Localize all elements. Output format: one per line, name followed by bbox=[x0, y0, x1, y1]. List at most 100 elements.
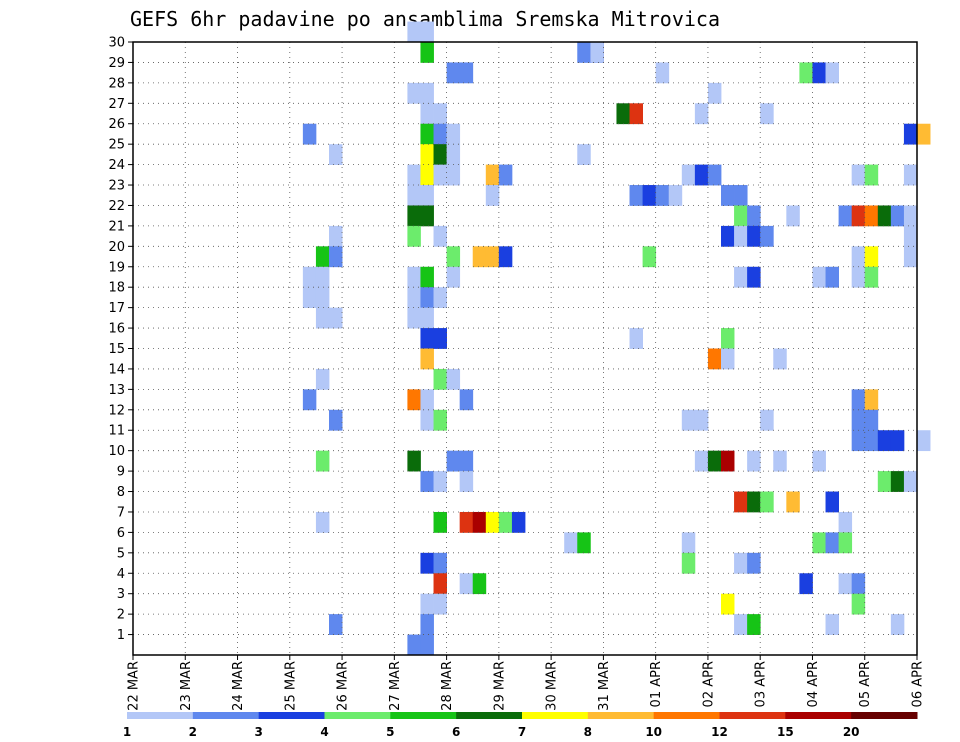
heatmap-cell bbox=[812, 62, 826, 84]
heatmap-cell bbox=[629, 103, 643, 125]
heatmap-cell bbox=[485, 164, 500, 186]
heatmap-cell bbox=[420, 164, 434, 186]
heatmap-cell bbox=[315, 307, 330, 329]
heatmap-cell bbox=[472, 511, 487, 533]
y-tick-label: 3 bbox=[117, 587, 125, 602]
heatmap-cell bbox=[407, 450, 421, 472]
heatmap-cell bbox=[747, 614, 761, 635]
heatmap-cell bbox=[616, 103, 630, 125]
heatmap-cell bbox=[420, 266, 434, 288]
x-tick-label: 26 MAR bbox=[336, 661, 351, 711]
heatmap-cell bbox=[420, 144, 434, 165]
heatmap-cell bbox=[329, 614, 343, 635]
colorbar-tick-label: 3 bbox=[254, 725, 262, 739]
heatmap-cell bbox=[498, 164, 513, 186]
heatmap-cell bbox=[681, 532, 696, 554]
heatmap-cell bbox=[642, 185, 657, 206]
y-tick-label: 7 bbox=[117, 505, 125, 520]
y-tick-label: 15 bbox=[108, 342, 125, 357]
heatmap-cell bbox=[459, 450, 474, 472]
y-tick-label: 11 bbox=[108, 424, 125, 439]
heatmap-cell bbox=[864, 409, 879, 431]
heatmap-cell bbox=[420, 287, 434, 309]
heatmap-cell bbox=[747, 491, 761, 513]
heatmap-cell bbox=[864, 164, 879, 186]
heatmap-cell bbox=[721, 348, 735, 370]
heatmap-cell bbox=[459, 511, 474, 533]
heatmap-cell bbox=[773, 348, 787, 370]
heatmap-cell bbox=[681, 552, 696, 574]
colorbar-tick-label: 15 bbox=[777, 725, 794, 739]
heatmap-cell bbox=[851, 164, 866, 186]
heatmap-cell bbox=[694, 450, 709, 472]
heatmap-cell bbox=[903, 225, 918, 247]
heatmap-cell bbox=[890, 614, 905, 635]
heatmap-cell bbox=[420, 614, 434, 635]
colorbar-swatch bbox=[851, 712, 918, 719]
colorbar-swatch bbox=[192, 712, 260, 719]
heatmap-cell bbox=[903, 123, 918, 145]
heatmap-cell bbox=[812, 450, 826, 472]
heatmap-cell bbox=[433, 103, 447, 125]
heatmap-cell bbox=[329, 307, 343, 329]
heatmap-cell bbox=[420, 593, 434, 615]
heatmap-cell bbox=[877, 471, 892, 492]
plot-frame bbox=[132, 41, 918, 656]
heatmap-cell bbox=[694, 103, 709, 125]
heatmap-cell bbox=[407, 266, 421, 288]
heatmap-cell bbox=[329, 144, 343, 165]
heatmap-cell bbox=[877, 205, 892, 227]
heatmap-cell bbox=[446, 266, 461, 288]
x-tick-label: 25 MAR bbox=[283, 661, 298, 711]
heatmap-cell bbox=[420, 348, 434, 370]
heatmap-cell bbox=[407, 185, 421, 206]
heatmap-cell bbox=[917, 123, 931, 145]
heatmap-cell bbox=[747, 552, 761, 574]
heatmap-cell bbox=[734, 266, 748, 288]
heatmap-cell bbox=[577, 144, 591, 165]
heatmap-cell bbox=[420, 21, 434, 43]
heatmap-cell bbox=[433, 593, 447, 615]
heatmap-cell bbox=[433, 164, 447, 186]
colorbar-tick-label: 1 bbox=[123, 725, 131, 739]
y-tick-label: 14 bbox=[108, 362, 125, 377]
y-tick-label: 22 bbox=[108, 199, 125, 214]
x-tick-label: 24 MAR bbox=[231, 661, 246, 711]
heatmap-cell bbox=[721, 593, 735, 615]
heatmap-cell bbox=[407, 225, 421, 247]
heatmap-cell bbox=[629, 185, 643, 206]
heatmap-cell bbox=[315, 266, 330, 288]
heatmap-cell bbox=[707, 348, 722, 370]
heatmap-cell bbox=[903, 205, 918, 227]
heatmap-cell bbox=[420, 471, 434, 492]
x-tick-label: 02 APR bbox=[701, 661, 716, 707]
heatmap-cell bbox=[760, 225, 774, 247]
heatmap-cell bbox=[825, 491, 839, 513]
heatmap-cell bbox=[433, 123, 447, 145]
heatmap-cell bbox=[707, 82, 722, 104]
y-tick-label: 23 bbox=[108, 179, 125, 194]
y-tick-label: 19 bbox=[108, 260, 125, 275]
heatmap-cell bbox=[917, 430, 931, 452]
heatmap-cell bbox=[825, 532, 839, 554]
colorbar-swatch bbox=[258, 712, 325, 719]
heatmap-cell bbox=[903, 246, 918, 268]
heatmap-cell bbox=[302, 287, 317, 309]
heatmap-cell bbox=[407, 82, 421, 104]
y-tick-label: 29 bbox=[108, 56, 125, 71]
heatmap-cell bbox=[851, 573, 866, 595]
y-tick-label: 25 bbox=[108, 138, 125, 153]
heatmap-cell bbox=[734, 205, 748, 227]
heatmap-cell bbox=[420, 328, 434, 349]
heatmap-cell bbox=[747, 205, 761, 227]
heatmap-cell bbox=[734, 225, 748, 247]
y-tick-label: 1 bbox=[117, 628, 125, 643]
heatmap-cell bbox=[498, 246, 513, 268]
colorbar-tick-label: 5 bbox=[386, 725, 394, 739]
heatmap-cell bbox=[707, 450, 722, 472]
heatmap-cell bbox=[864, 430, 879, 452]
heatmap-cell bbox=[642, 246, 657, 268]
y-tick-label: 17 bbox=[108, 301, 125, 316]
y-tick-label: 26 bbox=[108, 117, 125, 132]
